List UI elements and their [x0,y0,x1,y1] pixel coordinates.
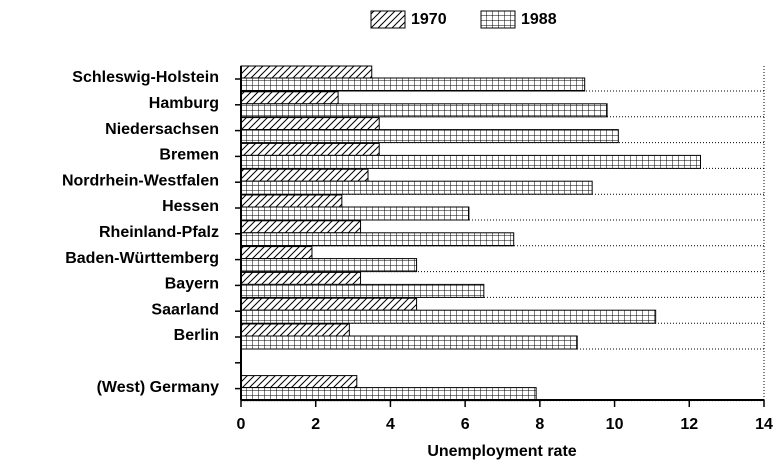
legend-label: 1988 [521,11,557,28]
bar [240,283,485,298]
bar [240,77,586,92]
bar [240,335,578,350]
y-tick-label: (West) Germany [97,379,220,396]
bar [240,220,362,234]
bar [240,117,380,131]
bar [240,194,343,208]
bar [240,309,657,324]
x-axis-title: Unemployment rate [427,443,576,460]
bar [240,206,470,221]
y-tick-label: Rheinland-Pfalz [99,224,219,241]
legend-swatch [370,10,406,29]
x-tick-label: 0 [237,416,246,433]
bar [240,258,418,273]
x-tick-label: 6 [461,416,470,433]
y-tick-label: Niedersachsen [105,121,219,138]
bar [240,168,369,182]
bar [240,91,339,105]
x-tick-label: 2 [311,416,320,433]
bar [240,271,362,285]
bar [240,387,537,402]
bar [240,154,701,169]
bar [240,297,418,311]
y-tick-label: Hamburg [149,95,219,112]
bar [240,232,515,247]
x-tick-label: 14 [755,416,773,433]
bar [240,246,313,260]
bar [240,323,350,337]
y-tick-label: Berlin [174,327,219,344]
y-tick-label: Saarland [151,301,219,318]
legend-swatch [480,10,516,29]
bar [240,180,593,195]
x-tick-label: 12 [680,416,698,433]
x-tick-label: 8 [535,416,544,433]
x-tick-label: 10 [606,416,624,433]
bar [240,65,373,79]
y-tick-label: Schleswig-Holstein [72,69,219,86]
y-tick-label: Baden-Württemberg [65,250,219,267]
bar [240,129,619,144]
legend-label: 1970 [411,11,447,28]
bar [240,142,380,156]
y-tick-label: Bremen [159,147,219,164]
y-tick-label: Nordrhein-Westfalen [62,172,219,189]
y-tick-label: Bayern [165,276,219,293]
bar [240,375,358,389]
bar [240,103,608,118]
x-tick-label: 4 [386,416,395,433]
y-tick-label: Hessen [162,198,219,215]
